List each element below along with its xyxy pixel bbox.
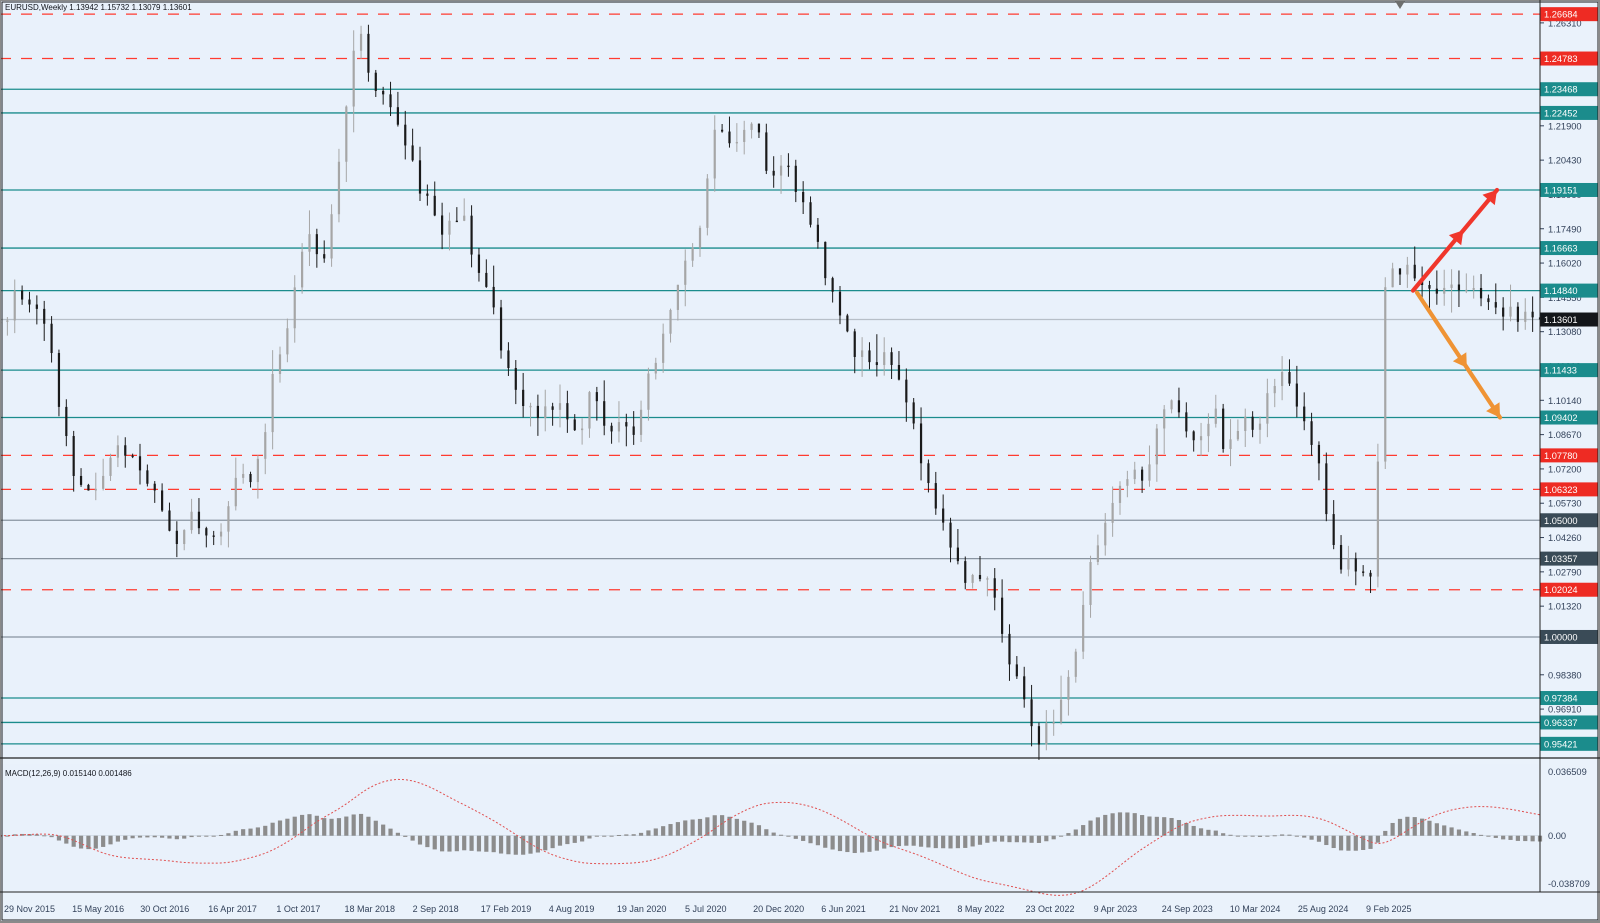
svg-text:23 Oct 2022: 23 Oct 2022	[1026, 904, 1075, 914]
svg-text:1 Oct 2017: 1 Oct 2017	[276, 904, 320, 914]
svg-text:18 Mar 2018: 18 Mar 2018	[345, 904, 396, 914]
svg-text:1.00000: 1.00000	[1544, 632, 1578, 642]
svg-text:16 Apr 2017: 16 Apr 2017	[208, 904, 257, 914]
svg-text:-0.038709: -0.038709	[1548, 879, 1590, 889]
svg-text:1.08670: 1.08670	[1548, 430, 1582, 440]
svg-text:0.036509: 0.036509	[1548, 767, 1587, 777]
svg-text:0.95421: 0.95421	[1544, 739, 1578, 749]
svg-text:1.14840: 1.14840	[1544, 286, 1578, 296]
svg-text:2 Sep 2018: 2 Sep 2018	[413, 904, 459, 914]
svg-text:0.00: 0.00	[1548, 831, 1566, 841]
svg-text:1.23468: 1.23468	[1544, 85, 1578, 95]
svg-text:21 Nov 2021: 21 Nov 2021	[889, 904, 940, 914]
svg-text:25 Aug 2024: 25 Aug 2024	[1298, 904, 1349, 914]
svg-text:EURUSD,Weekly 1.13942 1.15732: EURUSD,Weekly 1.13942 1.15732 1.13079 1.…	[5, 3, 192, 12]
svg-text:1.20430: 1.20430	[1548, 156, 1582, 166]
svg-text:1.16020: 1.16020	[1548, 259, 1582, 269]
svg-text:1.21900: 1.21900	[1548, 121, 1582, 131]
svg-text:1.03357: 1.03357	[1544, 554, 1578, 564]
svg-text:24 Sep 2023: 24 Sep 2023	[1162, 904, 1213, 914]
svg-text:17 Feb 2019: 17 Feb 2019	[481, 904, 532, 914]
svg-text:1.02790: 1.02790	[1548, 567, 1582, 577]
svg-text:1.01320: 1.01320	[1548, 602, 1582, 612]
svg-text:1.26684: 1.26684	[1544, 10, 1578, 20]
svg-text:19 Jan 2020: 19 Jan 2020	[617, 904, 667, 914]
svg-text:1.22452: 1.22452	[1544, 108, 1578, 118]
svg-text:0.98380: 0.98380	[1548, 670, 1582, 680]
svg-text:1.04260: 1.04260	[1548, 533, 1582, 543]
svg-text:1.07200: 1.07200	[1548, 464, 1582, 474]
svg-text:15 May 2016: 15 May 2016	[72, 904, 124, 914]
svg-text:30 Oct 2016: 30 Oct 2016	[140, 904, 189, 914]
svg-text:1.13601: 1.13601	[1544, 315, 1578, 325]
svg-text:1.24783: 1.24783	[1544, 54, 1578, 64]
svg-text:0.96910: 0.96910	[1548, 705, 1582, 715]
svg-text:10 Mar 2024: 10 Mar 2024	[1230, 904, 1281, 914]
svg-text:MACD(12,26,9) 0.015140 0.00148: MACD(12,26,9) 0.015140 0.001486	[5, 769, 132, 778]
svg-text:8 May 2022: 8 May 2022	[957, 904, 1004, 914]
svg-text:1.10140: 1.10140	[1548, 396, 1582, 406]
svg-text:1.13080: 1.13080	[1548, 327, 1582, 337]
svg-text:9 Apr 2023: 9 Apr 2023	[1094, 904, 1138, 914]
svg-text:1.02024: 1.02024	[1544, 585, 1578, 595]
svg-text:1.17490: 1.17490	[1548, 224, 1582, 234]
svg-text:20 Dec 2020: 20 Dec 2020	[753, 904, 804, 914]
svg-text:9 Feb 2025: 9 Feb 2025	[1366, 904, 1412, 914]
svg-text:1.05730: 1.05730	[1548, 499, 1582, 509]
svg-text:1.07780: 1.07780	[1544, 451, 1578, 461]
svg-text:1.19151: 1.19151	[1544, 185, 1578, 195]
svg-text:0.97384: 0.97384	[1544, 694, 1578, 704]
svg-text:5 Jul 2020: 5 Jul 2020	[685, 904, 727, 914]
svg-text:0.96337: 0.96337	[1544, 718, 1578, 728]
svg-text:1.05000: 1.05000	[1544, 516, 1578, 526]
svg-text:1.09402: 1.09402	[1544, 413, 1578, 423]
svg-text:29 Nov 2015: 29 Nov 2015	[4, 904, 55, 914]
svg-text:1.11433: 1.11433	[1544, 366, 1577, 376]
svg-text:6 Jun 2021: 6 Jun 2021	[821, 904, 866, 914]
svg-text:1.16663: 1.16663	[1544, 244, 1578, 254]
svg-text:1.06323: 1.06323	[1544, 485, 1578, 495]
svg-text:4 Aug 2019: 4 Aug 2019	[549, 904, 595, 914]
